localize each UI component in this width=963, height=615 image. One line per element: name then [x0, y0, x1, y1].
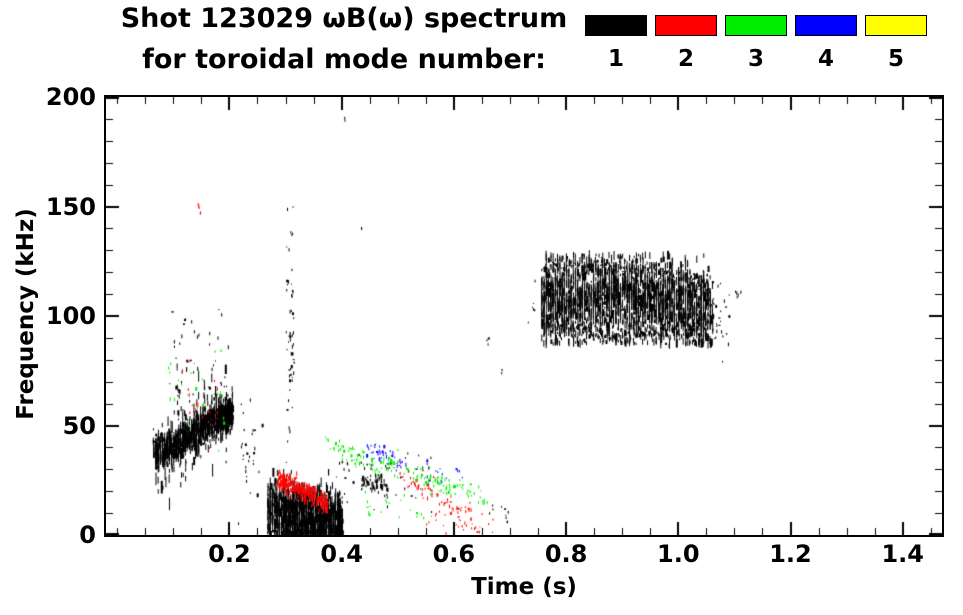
legend-label-1: 1 — [607, 46, 624, 72]
plot-area — [104, 95, 944, 537]
plot-title: Shot 123029 ωB(ω) spectrum — [120, 3, 568, 34]
legend-swatch-3 — [725, 15, 787, 36]
legend-label-5: 5 — [887, 46, 904, 72]
legend-label-3: 3 — [747, 46, 764, 72]
y-tick-label: 200 — [45, 83, 96, 111]
y-tick-label: 100 — [45, 302, 96, 330]
y-tick-label: 150 — [45, 192, 96, 221]
x-tick-label: 0.2 — [208, 540, 251, 568]
x-tick-label: 1.0 — [657, 540, 700, 568]
legend-swatch-2 — [655, 15, 717, 36]
legend-swatch-5 — [865, 15, 927, 36]
x-axis-title: Time (s) — [471, 574, 577, 600]
legend-swatch-1 — [585, 15, 647, 36]
x-tick-label: 1.4 — [881, 540, 924, 568]
spectrum-canvas — [106, 97, 942, 535]
legend-swatch-4 — [795, 15, 857, 36]
y-tick-label: 50 — [62, 411, 96, 440]
x-tick-label: 0.6 — [432, 540, 476, 568]
x-tick-label: 0.8 — [544, 540, 588, 568]
plot-subtitle: for toroidal mode number: — [142, 44, 546, 75]
x-tick-label: 0.4 — [320, 540, 363, 568]
legend-label-2: 2 — [677, 46, 694, 72]
x-tick-label: 1.2 — [769, 540, 812, 568]
y-tick-label: 0 — [79, 521, 96, 549]
legend-label-4: 4 — [817, 46, 834, 72]
